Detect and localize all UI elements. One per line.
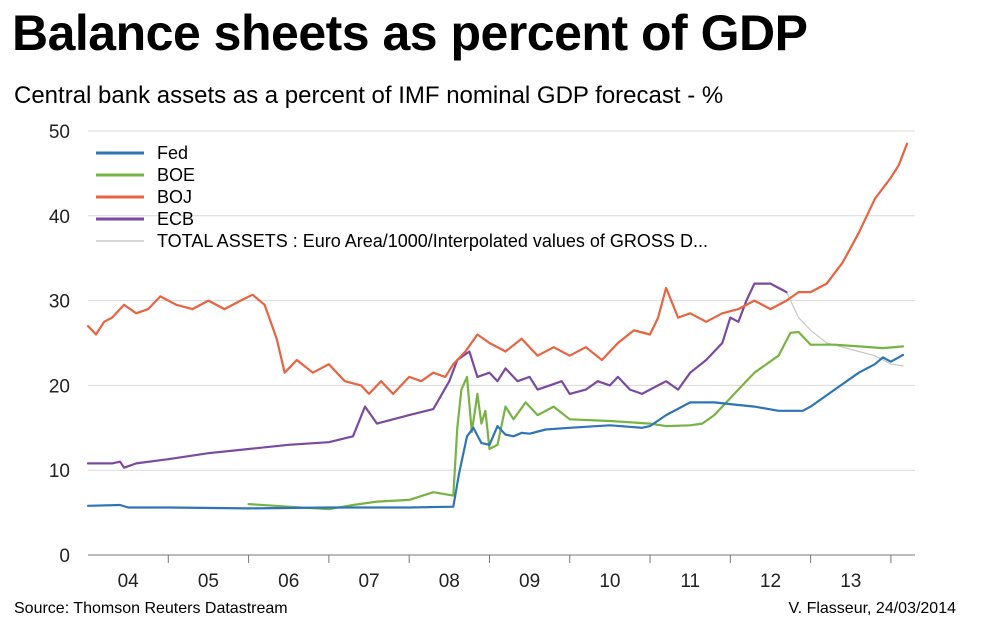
legend-label-boj: BOJ — [157, 187, 192, 207]
x-tick-label-09: 09 — [519, 571, 540, 592]
legend-label-boe: BOE — [157, 165, 195, 185]
y-tick-label-40: 40 — [49, 207, 70, 228]
credit-note: V. Flasseur, 24/03/2014 — [788, 600, 956, 617]
x-axis-ticks: 04 05 06 07 08 09 10 11 12 13 — [118, 571, 862, 592]
series-line-total-assets — [785, 291, 904, 367]
y-tick-label-10: 10 — [49, 461, 70, 482]
legend-label-total-assets: TOTAL ASSETS : Euro Area/1000/Interpolat… — [157, 231, 708, 251]
y-tick-label-50: 50 — [49, 122, 70, 143]
y-axis-ticks: 0 10 20 30 40 50 — [49, 122, 70, 567]
source-note: Source: Thomson Reuters Datastream — [14, 600, 288, 617]
x-tick-label-06: 06 — [278, 571, 299, 592]
series-line-ecb — [86, 282, 788, 469]
x-tick-label-11: 11 — [680, 571, 700, 592]
series-line-boj — [86, 142, 909, 395]
x-tick-label-07: 07 — [358, 571, 379, 592]
legend-label-ecb: ECB — [157, 209, 194, 229]
y-tick-label-30: 30 — [49, 292, 70, 313]
legend-label-fed: Fed — [157, 143, 188, 163]
x-tick-label-05: 05 — [198, 571, 219, 592]
chart-subtitle: Central bank assets as a percent of IMF … — [14, 82, 724, 109]
x-tick-label-12: 12 — [760, 571, 781, 592]
y-tick-label-20: 20 — [49, 376, 70, 397]
x-tick-label-13: 13 — [840, 571, 861, 592]
chart-title: Balance sheets as percent of GDP — [12, 5, 808, 61]
x-tick-label-10: 10 — [599, 571, 620, 592]
series-line-boe — [247, 330, 905, 511]
x-tick-label-08: 08 — [439, 571, 460, 592]
series-lines — [86, 142, 909, 511]
series-line-fed — [86, 353, 905, 510]
x-tick-label-04: 04 — [118, 571, 140, 592]
y-tick-label-0: 0 — [59, 546, 70, 567]
axes — [88, 554, 915, 563]
grid-lines — [88, 130, 915, 471]
